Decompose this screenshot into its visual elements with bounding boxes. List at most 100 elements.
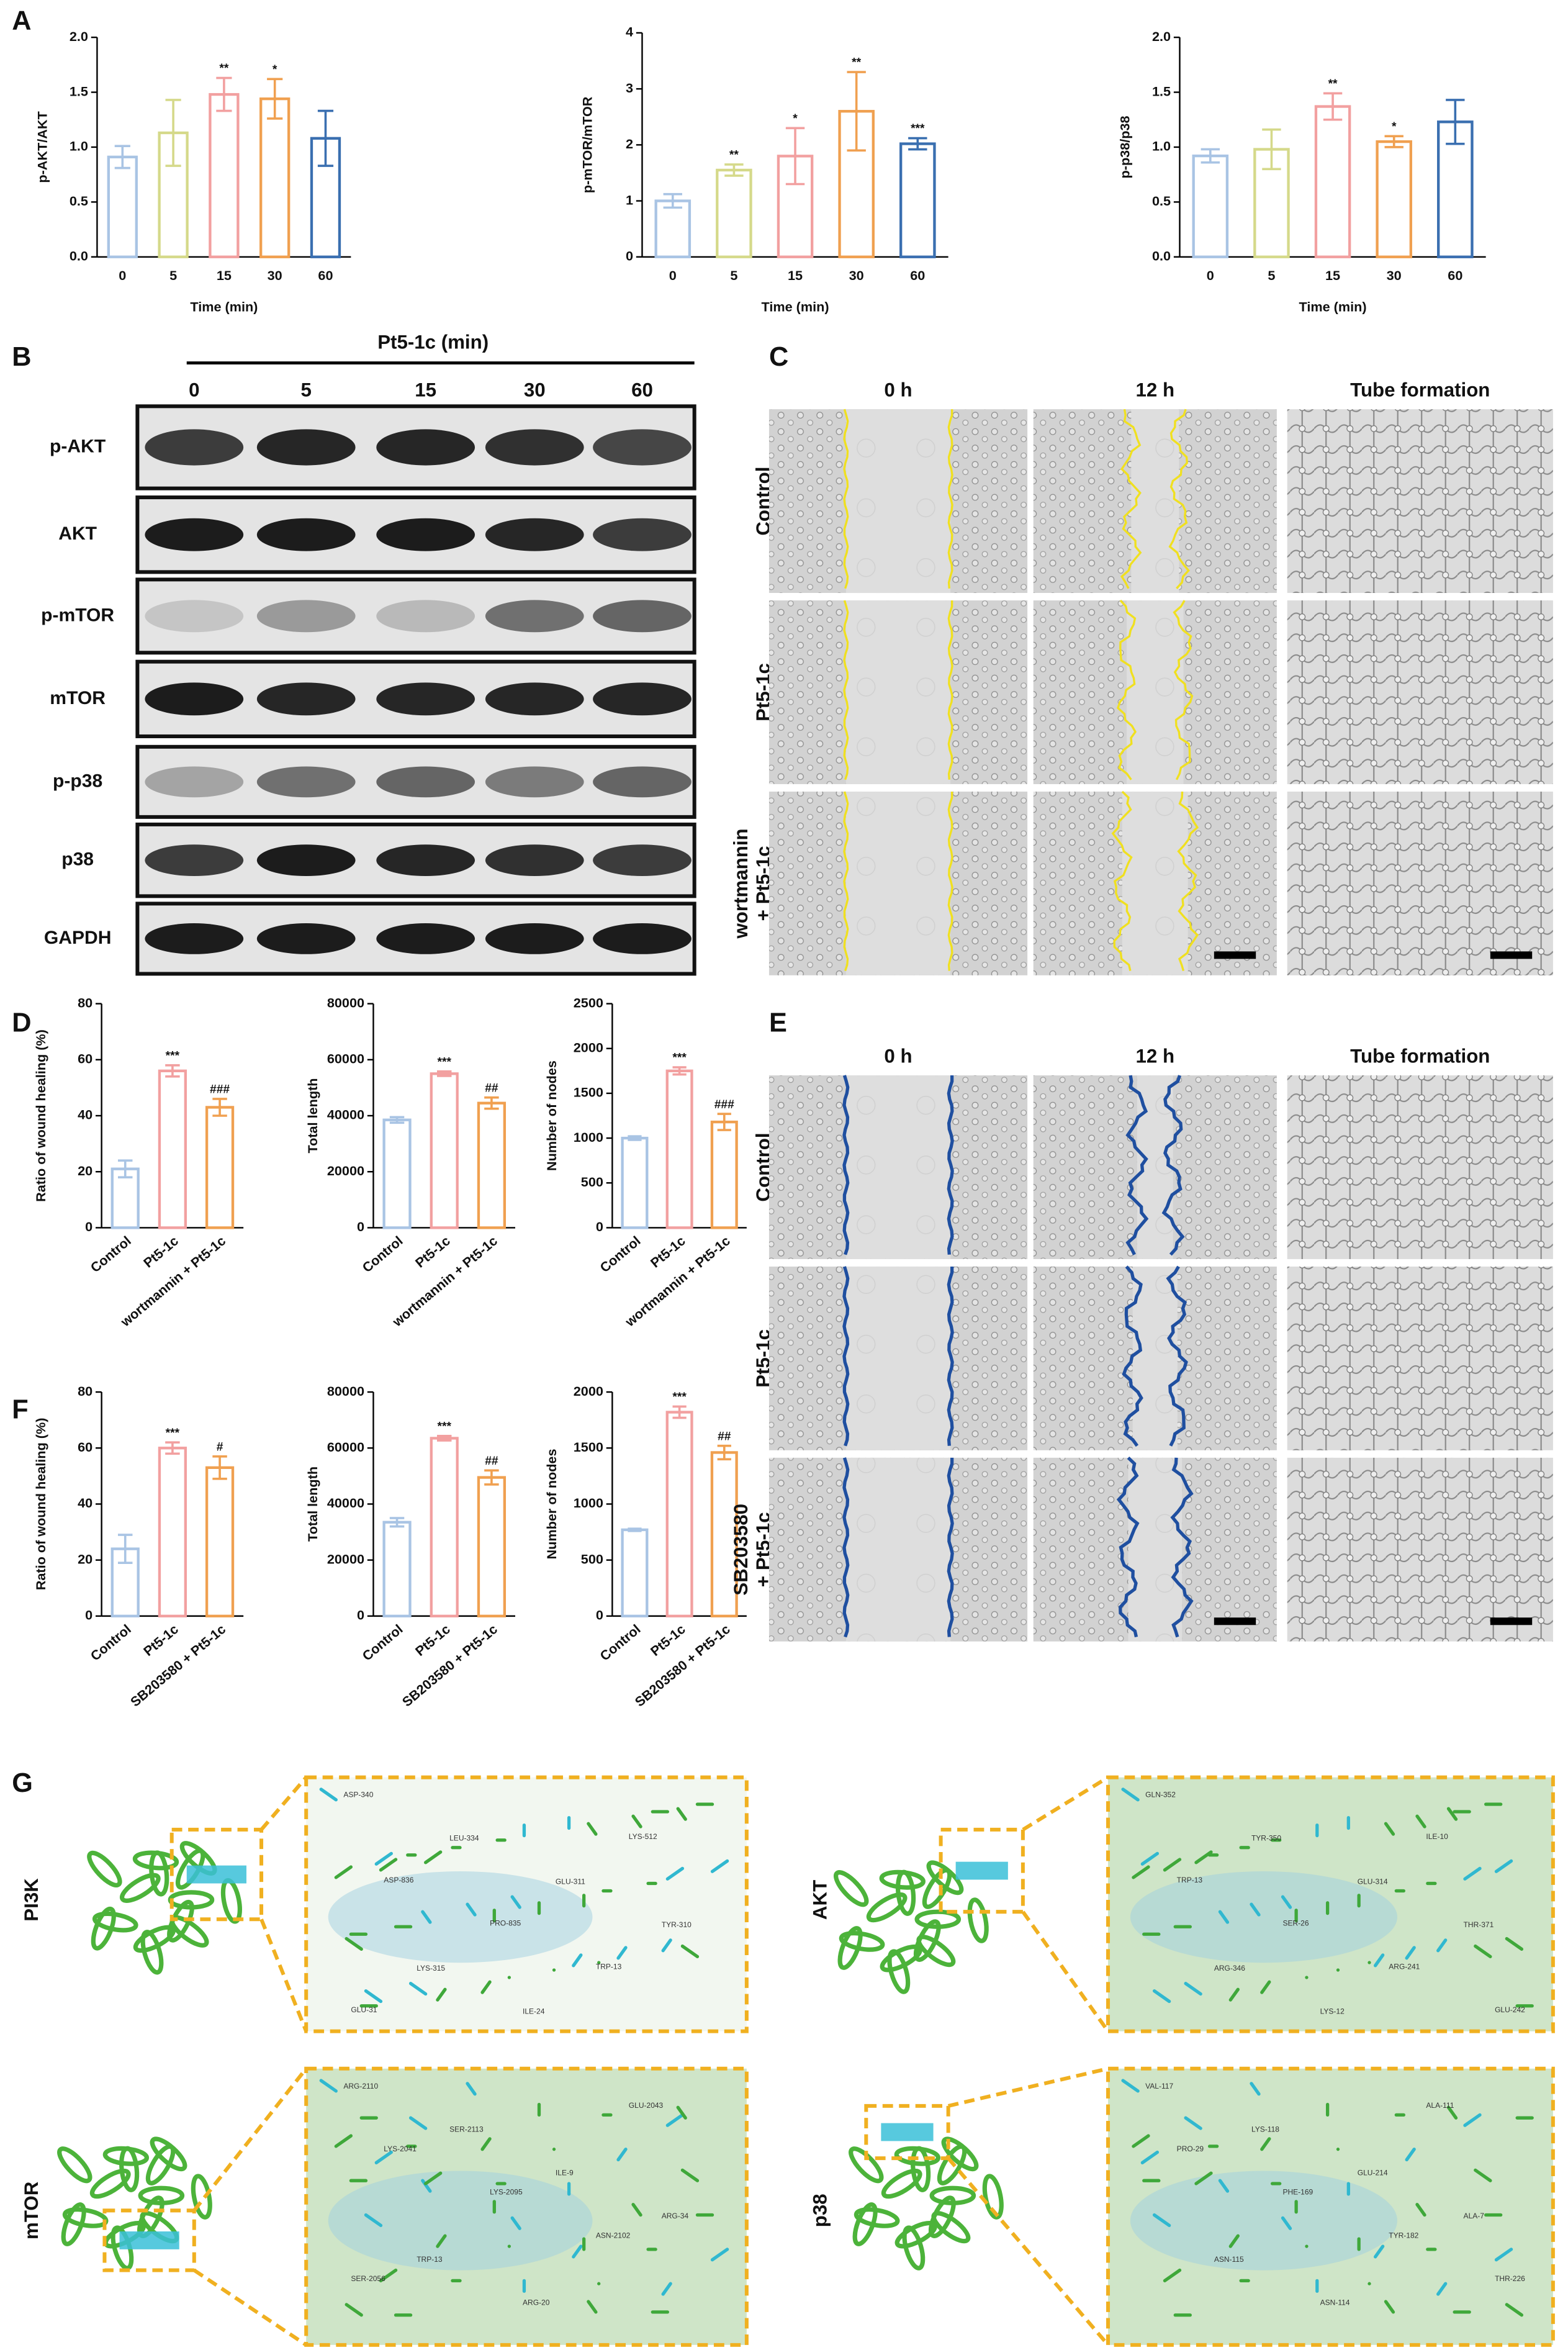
x-tick-label: Pt5-1c bbox=[412, 1621, 453, 1659]
x-tick-label: 0 bbox=[1207, 268, 1214, 283]
blot-band bbox=[485, 600, 584, 633]
residue-label: LYS-2095 bbox=[490, 2188, 523, 2197]
wound-gap bbox=[845, 1075, 951, 1259]
scale-bar bbox=[1214, 951, 1256, 959]
stick bbox=[1446, 2105, 1458, 2120]
significance-label: *** bbox=[166, 1049, 180, 1062]
stick bbox=[334, 1865, 353, 1879]
wound-edge bbox=[947, 409, 953, 589]
blot-row-label: p38 bbox=[61, 849, 94, 870]
stick bbox=[1163, 2268, 1182, 2283]
stick bbox=[408, 1982, 428, 1996]
inset-helix bbox=[1130, 1871, 1397, 1963]
wound-gap bbox=[845, 600, 951, 784]
residue-label: GLU-242 bbox=[1495, 2005, 1525, 2014]
x-tick-label: 30 bbox=[849, 268, 864, 283]
significance-label: *** bbox=[166, 1427, 180, 1440]
y-axis-label: Number of nodes bbox=[544, 1448, 559, 1559]
stick bbox=[480, 1980, 492, 1994]
protein-helix bbox=[220, 1878, 242, 1924]
bar bbox=[899, 142, 936, 258]
y-tick-label: 60 bbox=[78, 1051, 92, 1067]
blot-row-label: GAPDH bbox=[44, 928, 112, 948]
stick bbox=[1218, 2179, 1230, 2193]
y-tick-label: 0.0 bbox=[70, 248, 88, 263]
lane-label: 60 bbox=[631, 379, 653, 401]
blot-band bbox=[256, 923, 356, 954]
stick bbox=[510, 1895, 521, 1909]
stick bbox=[1194, 1850, 1213, 1864]
y-tick-label: 0 bbox=[357, 1607, 364, 1623]
stick bbox=[1415, 1814, 1426, 1828]
y-tick-label: 0 bbox=[85, 1219, 92, 1234]
bar bbox=[716, 168, 752, 258]
protein-helix bbox=[849, 2146, 884, 2184]
wound-edge bbox=[947, 791, 953, 971]
significance-label: ## bbox=[718, 1430, 731, 1443]
y-axis-label: p-mTOR/mTOR bbox=[580, 96, 595, 193]
zoom-line bbox=[259, 1918, 308, 2032]
wound-gap bbox=[1128, 1457, 1183, 1642]
protein-helix bbox=[887, 1949, 911, 1994]
y-tick-label: 0 bbox=[596, 1607, 603, 1623]
residue-label: ASN-114 bbox=[1320, 2298, 1350, 2307]
wound-edge bbox=[1111, 790, 1133, 972]
protein-helix bbox=[854, 2207, 900, 2228]
y-axis-label: Ratio of wound healing (%) bbox=[33, 1029, 48, 1202]
significance-label: * bbox=[793, 112, 798, 125]
bar bbox=[382, 1118, 412, 1229]
error-bar bbox=[1384, 135, 1404, 148]
bar bbox=[665, 1069, 693, 1229]
ligand bbox=[881, 2123, 934, 2141]
ligand bbox=[186, 1865, 246, 1884]
residue-label: ILE-9 bbox=[556, 2168, 574, 2177]
y-tick-label: 0 bbox=[357, 1219, 364, 1234]
residue-label: TRP-13 bbox=[1177, 1876, 1203, 1884]
error-bar bbox=[165, 1441, 180, 1455]
error-bar bbox=[484, 1469, 499, 1486]
error-bar bbox=[117, 1159, 133, 1179]
x-tick-label: Control bbox=[88, 1621, 134, 1664]
x-tick-label: Pt5-1c bbox=[140, 1621, 181, 1659]
zoom-line bbox=[947, 2066, 1109, 2108]
stick bbox=[710, 2248, 729, 2262]
residue-label: GLU-31 bbox=[351, 2005, 377, 2014]
protein-helix bbox=[928, 2195, 956, 2238]
bar bbox=[107, 155, 138, 258]
blot-band bbox=[145, 923, 244, 954]
x-tick-label: 5 bbox=[1268, 268, 1275, 283]
y-tick-label: 60 bbox=[78, 1439, 92, 1455]
blot-band bbox=[145, 766, 244, 798]
protein-helix bbox=[967, 1897, 989, 1943]
y-tick-label: 3 bbox=[626, 80, 633, 96]
panel-letter: D bbox=[12, 1008, 31, 1038]
wound-edge bbox=[947, 1266, 954, 1446]
residue-label: GLU-2043 bbox=[629, 2101, 664, 2110]
protein-helix bbox=[837, 1926, 863, 1970]
blot-band bbox=[376, 766, 475, 798]
residue-label: TYR-182 bbox=[1389, 2231, 1418, 2239]
bar bbox=[1192, 154, 1229, 258]
residue-label: ARG-2110 bbox=[343, 2082, 378, 2090]
x-axis-label: Time (min) bbox=[762, 299, 829, 314]
significance-label: ## bbox=[485, 1455, 498, 1468]
zoom-line bbox=[259, 1776, 308, 1831]
blot-band bbox=[256, 682, 356, 716]
column-header: Tube formation bbox=[1350, 379, 1490, 401]
y-tick-label: 40000 bbox=[327, 1495, 364, 1511]
x-tick-label: 15 bbox=[217, 268, 232, 283]
stick bbox=[1228, 2234, 1240, 2248]
column-header: 12 h bbox=[1136, 1045, 1175, 1067]
stick bbox=[466, 1902, 477, 1917]
error-bar bbox=[717, 1113, 731, 1131]
zoom-line bbox=[192, 2067, 308, 2212]
protein-label: PI3K bbox=[20, 1878, 42, 1922]
stick bbox=[1218, 1910, 1230, 1924]
stick bbox=[631, 1814, 642, 1828]
stick bbox=[1194, 2171, 1213, 2185]
y-axis-label: Ratio of wound healing (%) bbox=[33, 1418, 48, 1591]
residue-label: TRP-13 bbox=[596, 1962, 622, 1971]
stick bbox=[374, 2150, 393, 2164]
residue-label: THR-371 bbox=[1464, 1920, 1494, 1929]
error-bar bbox=[117, 1534, 133, 1564]
